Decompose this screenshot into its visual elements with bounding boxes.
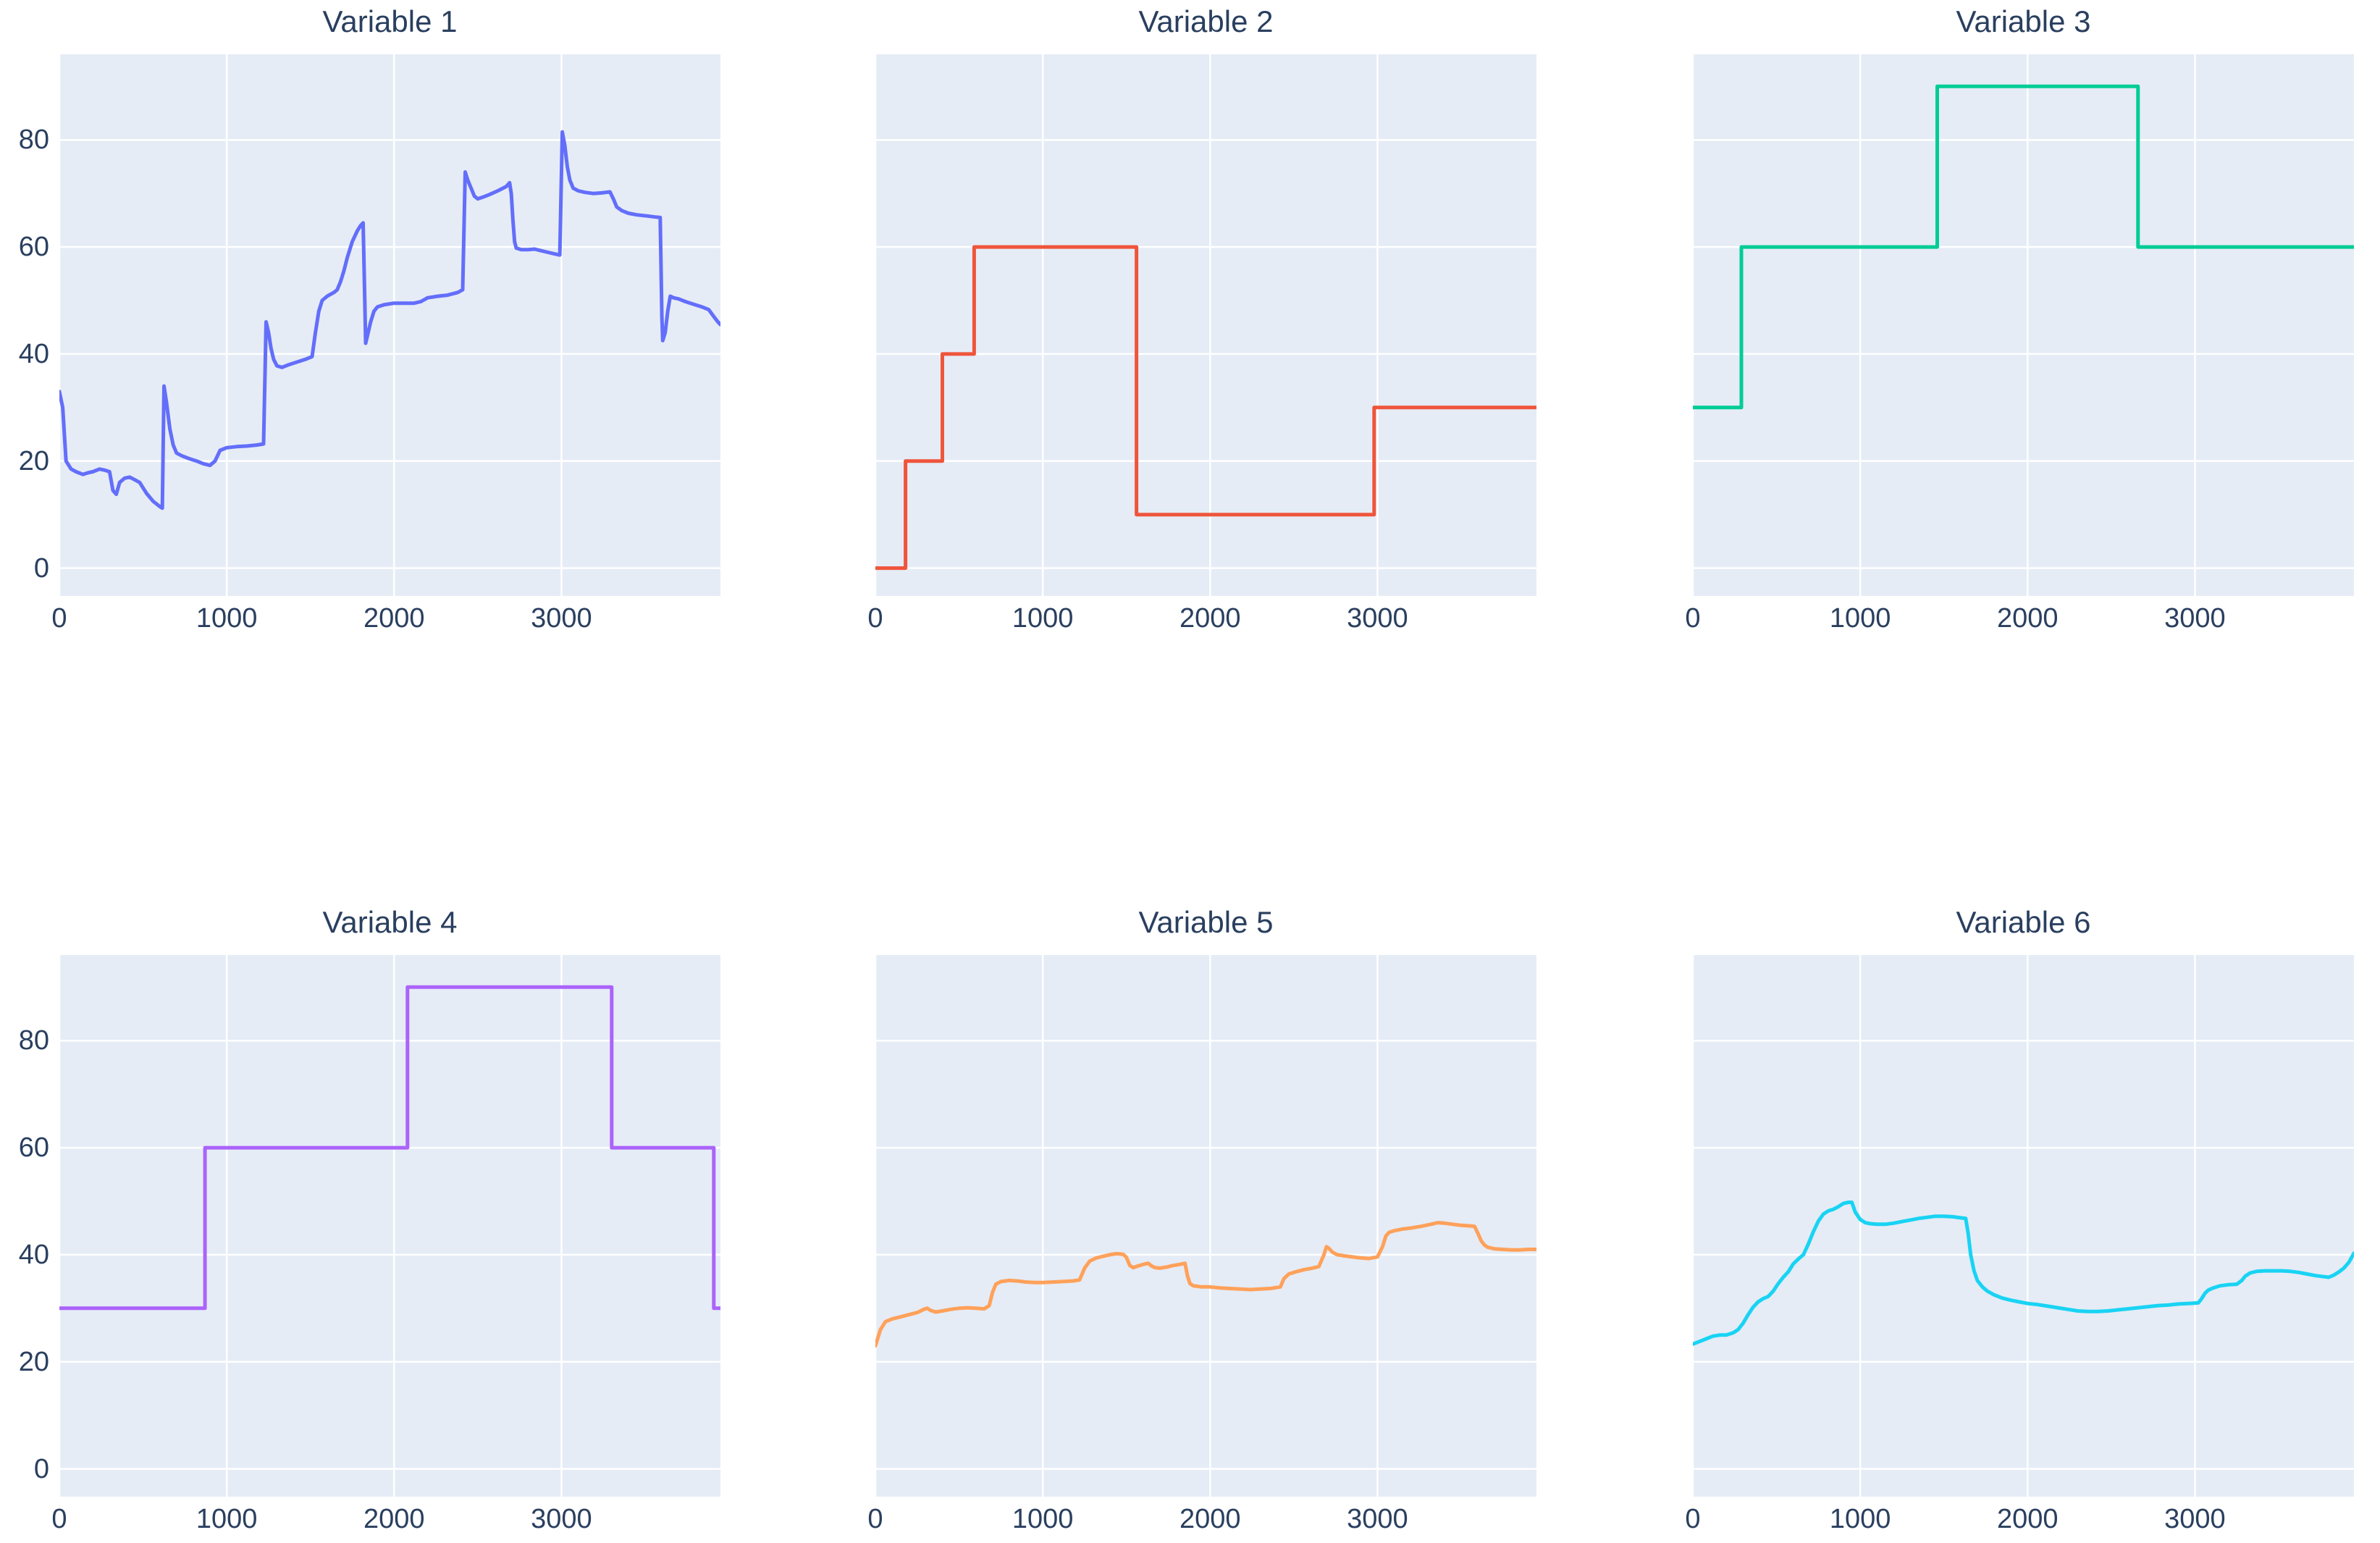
plot-background	[59, 54, 720, 596]
x-tick-label: 1000	[1829, 1504, 1891, 1534]
x-tick-label: 0	[51, 1504, 67, 1534]
x-tick-label: 0	[1685, 1504, 1701, 1534]
y-tick-label: 60	[18, 232, 49, 263]
series-line-variable-4	[59, 985, 720, 1311]
series-line-variable-3	[1693, 84, 2354, 410]
x-tick-label: 3000	[2164, 603, 2226, 634]
x-tick-label: 2000	[1996, 603, 2059, 634]
subplot-title-variable-1: Variable 1	[322, 4, 458, 38]
chart-svg	[875, 955, 1536, 1497]
y-tick-label: 80	[18, 125, 49, 156]
y-tick-label: 20	[18, 445, 49, 476]
y-tick-label: 60	[18, 1132, 49, 1164]
y-tick-label: 40	[18, 338, 49, 369]
series-line-variable-1	[59, 130, 720, 510]
x-tick-label: 2000	[363, 603, 425, 634]
x-tick-label: 0	[867, 603, 883, 634]
chart-svg	[59, 955, 720, 1497]
y-tick-label: 40	[18, 1239, 49, 1270]
x-tick-label: 2000	[363, 1504, 425, 1534]
x-tick-label: 0	[51, 603, 67, 634]
plot-background	[59, 955, 720, 1497]
plot-area-variable-2[interactable]	[875, 54, 1536, 596]
y-tick-label: 80	[18, 1025, 49, 1056]
series-line-variable-2	[875, 245, 1536, 571]
x-tick-label: 0	[867, 1504, 883, 1534]
subplot-title-variable-5: Variable 5	[1138, 905, 1274, 939]
x-tick-label: 3000	[1347, 1504, 1408, 1534]
x-tick-label: 2000	[1996, 1504, 2059, 1534]
x-tick-label: 3000	[1347, 603, 1408, 634]
series-line-variable-6	[1693, 1201, 2354, 1346]
chart-svg	[1693, 54, 2354, 596]
x-tick-label: 1000	[1012, 603, 1074, 634]
x-tick-label: 1000	[195, 1504, 258, 1534]
subplot-title-variable-3: Variable 3	[1956, 4, 2091, 38]
subplot-title-variable-4: Variable 4	[322, 905, 458, 939]
plot-background	[875, 54, 1536, 596]
plot-background	[875, 955, 1536, 1497]
x-tick-label: 0	[1685, 603, 1701, 634]
plot-area-variable-1[interactable]	[59, 54, 720, 596]
x-tick-label: 3000	[531, 1504, 592, 1534]
plot-background	[1693, 54, 2354, 596]
plot-background	[1693, 955, 2354, 1497]
x-tick-label: 2000	[1179, 603, 1241, 634]
plot-area-variable-4[interactable]	[59, 955, 720, 1497]
plot-area-variable-5[interactable]	[875, 955, 1536, 1497]
chart-svg	[875, 54, 1536, 596]
x-tick-label: 1000	[195, 603, 258, 634]
y-tick-label: 20	[18, 1346, 49, 1377]
subplot-title-variable-2: Variable 2	[1138, 4, 1274, 38]
x-tick-label: 1000	[1012, 1504, 1074, 1534]
x-tick-label: 3000	[531, 603, 592, 634]
y-tick-label: 0	[33, 552, 49, 584]
chart-svg	[59, 54, 720, 596]
plot-area-variable-3[interactable]	[1693, 54, 2354, 596]
y-tick-label: 0	[33, 1453, 49, 1484]
x-tick-label: 1000	[1829, 603, 1891, 634]
plot-area-variable-6[interactable]	[1693, 955, 2354, 1497]
x-tick-label: 2000	[1179, 1504, 1241, 1534]
series-line-variable-5	[875, 1221, 1536, 1348]
x-tick-label: 3000	[2164, 1504, 2226, 1534]
subplot-title-variable-6: Variable 6	[1956, 905, 2091, 939]
chart-svg	[1693, 955, 2354, 1497]
